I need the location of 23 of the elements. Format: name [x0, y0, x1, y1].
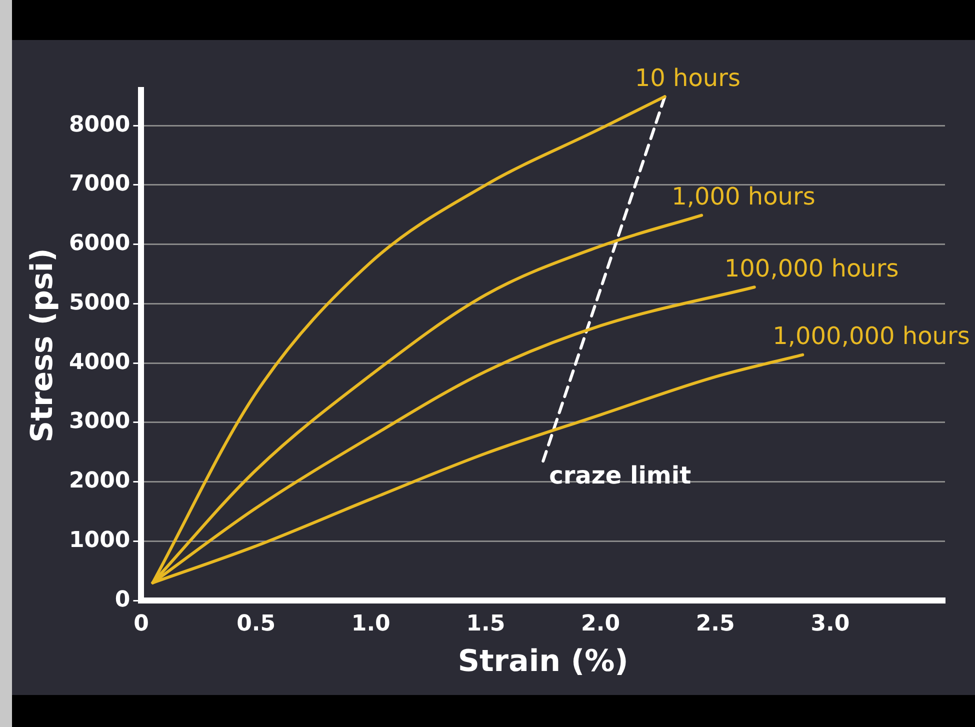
y-tick-label: 2000 [68, 468, 130, 494]
x-tick-label: 0 [134, 612, 149, 637]
series-label: 1,000 hours [672, 182, 816, 211]
y-tick-label: 1000 [68, 528, 130, 553]
y-tick-label: 7000 [68, 172, 130, 197]
series-label: 100,000 hours [724, 254, 899, 282]
x-tick-label: 2.5 [696, 612, 735, 637]
x-tick-label: 1.0 [351, 612, 390, 637]
y-tick-label: 0 [114, 587, 130, 612]
y-tick-label: 6000 [68, 231, 130, 256]
x-tick-label: 2.0 [581, 612, 620, 637]
y-tick-label: 8000 [68, 112, 130, 138]
series-label: craze limit [549, 461, 692, 490]
x-tick-label: 0.5 [236, 612, 276, 637]
y-axis-title: Stress (psi) [24, 248, 60, 442]
y-tick-label: 5000 [68, 290, 130, 316]
x-axis-title: Strain (%) [458, 644, 628, 679]
x-tick-label: 1.5 [466, 612, 506, 637]
y-tick-label: 3000 [68, 409, 130, 434]
y-tick-label: 4000 [68, 350, 130, 375]
series-label: 10 hours [634, 64, 740, 92]
x-tick-label: 3.0 [810, 612, 850, 637]
series-label: 1,000,000 hours [772, 322, 970, 350]
